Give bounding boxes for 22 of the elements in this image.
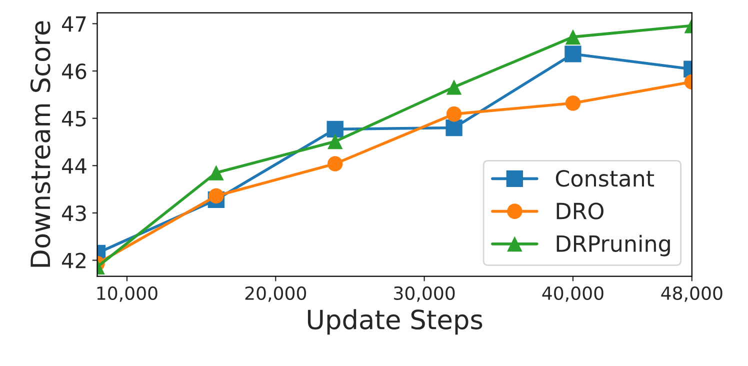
- point: [327, 134, 343, 150]
- y-tick-label: 42: [62, 252, 86, 268]
- point: [327, 156, 343, 172]
- y-tick-label: 43: [62, 205, 86, 222]
- legend-label: DRPruning: [556, 234, 670, 256]
- legend-label: Constant: [556, 170, 654, 187]
- x-tick-label: 10,000: [97, 286, 158, 302]
- point: [446, 119, 462, 136]
- x-tick-label: 48,000: [661, 286, 722, 302]
- x-axis-title: Update Steps: [308, 309, 482, 335]
- y-tick-label: 45: [62, 111, 86, 127]
- y-tick-label: 47: [62, 16, 86, 32]
- y-tick-label: 46: [62, 63, 86, 80]
- point: [446, 106, 462, 122]
- x-tick-label: 20,000: [245, 286, 306, 302]
- point: [326, 120, 344, 138]
- legend-label: DRO: [556, 202, 604, 220]
- x-tick-label: 40,000: [542, 286, 604, 302]
- y-axis-title: Downstream Score: [30, 21, 50, 267]
- y-tick-label: 44: [62, 158, 86, 174]
- x-tick-label: 30,000: [394, 286, 455, 302]
- point: [446, 79, 462, 95]
